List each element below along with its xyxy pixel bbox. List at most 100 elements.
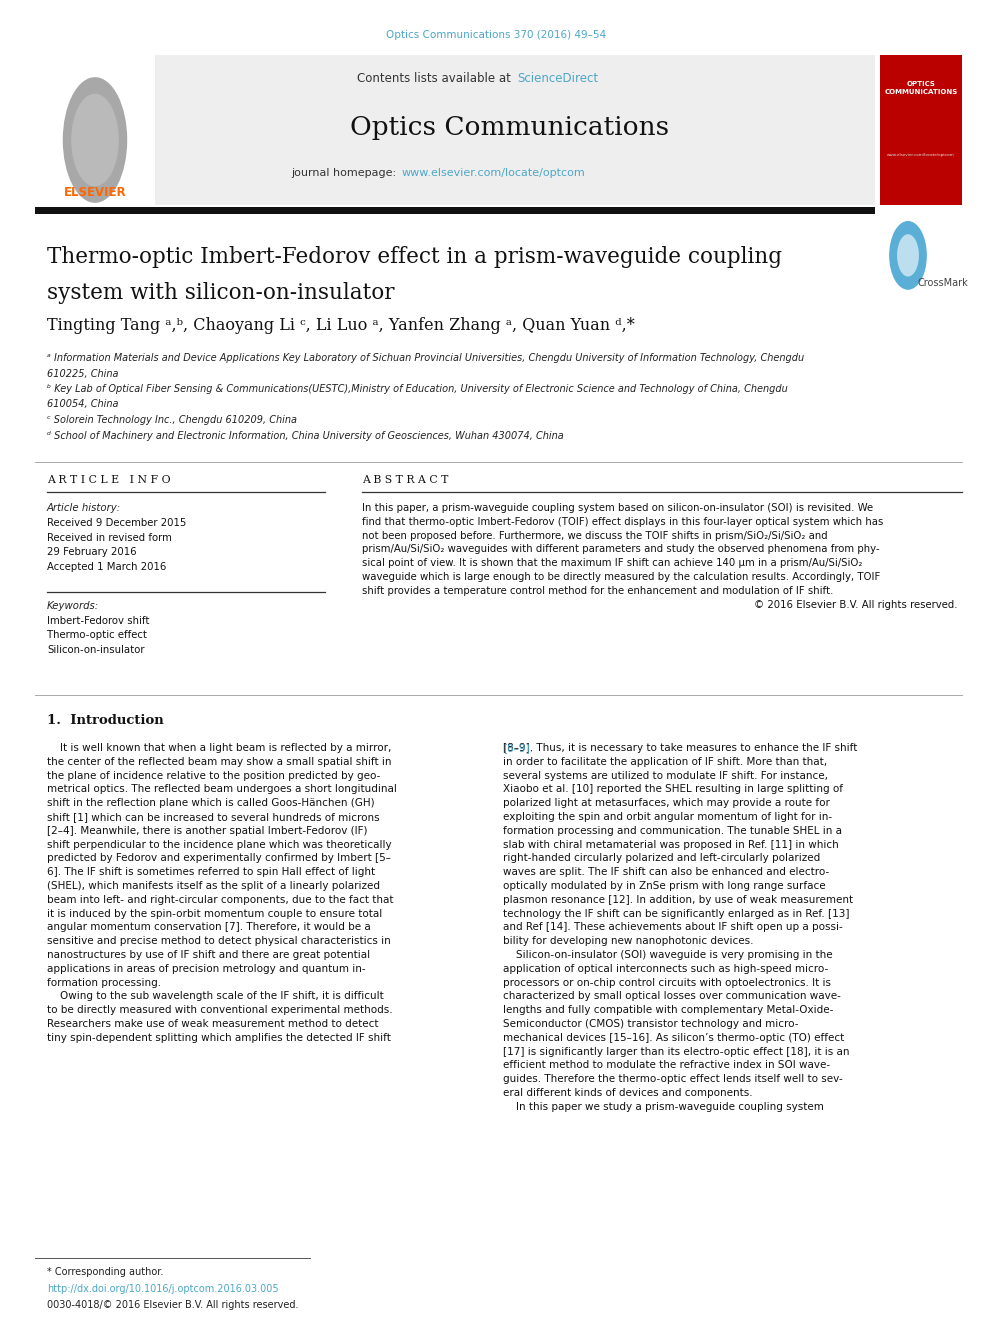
Ellipse shape [897,234,919,277]
Text: polarized light at metasurfaces, which may provide a route for: polarized light at metasurfaces, which m… [503,798,830,808]
Text: sensitive and precise method to detect physical characteristics in: sensitive and precise method to detect p… [47,937,391,946]
Text: bility for developing new nanophotonic devices.: bility for developing new nanophotonic d… [503,937,754,946]
Text: ScienceDirect: ScienceDirect [517,71,598,85]
Text: processors or on-chip control circuits with optoelectronics. It is: processors or on-chip control circuits w… [503,978,831,987]
Text: shift perpendicular to the incidence plane which was theoretically: shift perpendicular to the incidence pla… [47,840,392,849]
Text: beam into left- and right-circular components, due to the fact that: beam into left- and right-circular compo… [47,894,394,905]
Text: It is well known that when a light beam is reflected by a mirror,: It is well known that when a light beam … [47,744,392,753]
Text: sical point of view. It is shown that the maximum IF shift can achieve 140 μm in: sical point of view. It is shown that th… [362,558,862,568]
Text: in order to facilitate the application of IF shift. More than that,: in order to facilitate the application o… [503,757,827,767]
Bar [35,56,875,205]
Text: www.elsevier.com/locate/optcom: www.elsevier.com/locate/optcom [402,168,585,179]
Text: lengths and fully compatible with complementary Metal-Oxide-: lengths and fully compatible with comple… [503,1005,833,1015]
Text: formation processing and communication. The tunable SHEL in a: formation processing and communication. … [503,826,842,836]
Text: [2–4]. Meanwhile, there is another spatial Imbert-Fedorov (IF): [2–4]. Meanwhile, there is another spati… [47,826,367,836]
Text: www.elsevier.com/locate/optcom: www.elsevier.com/locate/optcom [887,153,955,157]
Text: [8–9]. Thus, it is necessary to take measures to enhance the IF shift: [8–9]. Thus, it is necessary to take mea… [503,744,857,753]
Ellipse shape [889,221,927,290]
Text: Semiconductor (CMOS) transistor technology and micro-: Semiconductor (CMOS) transistor technolo… [503,1019,799,1029]
Text: Silicon-on-insulator: Silicon-on-insulator [47,646,145,655]
Text: Xiaobo et al. [10] reported the SHEL resulting in large splitting of: Xiaobo et al. [10] reported the SHEL res… [503,785,843,794]
Text: ᵇ Key Lab of Optical Fiber Sensing & Communications(UESTC),Ministry of Education: ᵇ Key Lab of Optical Fiber Sensing & Com… [47,384,788,394]
Text: it is induced by the spin-orbit momentum couple to ensure total: it is induced by the spin-orbit momentum… [47,909,382,918]
Text: Owing to the sub wavelength scale of the IF shift, it is difficult: Owing to the sub wavelength scale of the… [47,991,384,1002]
Text: CrossMark: CrossMark [918,278,969,288]
Text: system with silicon-on-insulator: system with silicon-on-insulator [47,282,395,304]
Text: efficient method to modulate the refractive index in SOI wave-: efficient method to modulate the refract… [503,1061,830,1070]
Text: technology the IF shift can be significantly enlarged as in Ref. [13]: technology the IF shift can be significa… [503,909,849,918]
Text: guides. Therefore the thermo-optic effect lends itself well to sev-: guides. Therefore the thermo-optic effec… [503,1074,843,1085]
Polygon shape [898,277,918,283]
Text: several systems are utilized to modulate IF shift. For instance,: several systems are utilized to modulate… [503,770,828,781]
Text: A B S T R A C T: A B S T R A C T [362,475,448,486]
Text: A R T I C L E   I N F O: A R T I C L E I N F O [47,475,171,486]
Text: OPTICS
COMMUNICATIONS: OPTICS COMMUNICATIONS [885,81,957,95]
Text: tiny spin-dependent splitting which amplifies the detected IF shift: tiny spin-dependent splitting which ampl… [47,1033,391,1043]
Text: 6]. The IF shift is sometimes referred to spin Hall effect of light: 6]. The IF shift is sometimes referred t… [47,867,375,877]
Text: predicted by Fedorov and experimentally confirmed by Imbert [5–: predicted by Fedorov and experimentally … [47,853,391,864]
Text: ᶜ Solorein Technology Inc., Chengdu 610209, China: ᶜ Solorein Technology Inc., Chengdu 6102… [47,415,297,425]
Text: ᵈ School of Machinery and Electronic Information, China University of Geoscience: ᵈ School of Machinery and Electronic Inf… [47,430,563,441]
Text: applications in areas of precision metrology and quantum in-: applications in areas of precision metro… [47,963,366,974]
Text: http://dx.doi.org/10.1016/j.optcom.2016.03.005: http://dx.doi.org/10.1016/j.optcom.2016.… [47,1285,279,1294]
Text: ELSEVIER: ELSEVIER [63,187,126,200]
Bar [35,206,875,214]
Text: mechanical devices [15–16]. As silicon’s thermo-optic (TO) effect: mechanical devices [15–16]. As silicon’s… [503,1033,844,1043]
Text: * Corresponding author.: * Corresponding author. [47,1267,164,1277]
Text: and Ref [14]. These achievements about IF shift open up a possi-: and Ref [14]. These achievements about I… [503,922,843,933]
Text: In this paper, a prism-waveguide coupling system based on silicon-on-insulator (: In this paper, a prism-waveguide couplin… [362,503,873,513]
Text: Received in revised form: Received in revised form [47,532,172,542]
Text: Accepted 1 March 2016: Accepted 1 March 2016 [47,561,167,572]
Text: not been proposed before. Furthermore, we discuss the TOIF shifts in prism/SiO₂/: not been proposed before. Furthermore, w… [362,531,827,541]
Text: eral different kinds of devices and components.: eral different kinds of devices and comp… [503,1088,753,1098]
Text: 610225, China: 610225, China [47,369,118,378]
Text: 29 February 2016: 29 February 2016 [47,546,137,557]
Text: 1.  Introduction: 1. Introduction [47,713,164,726]
Text: right-handed circularly polarized and left-circularly polarized: right-handed circularly polarized and le… [503,853,820,864]
Text: find that thermo-optic Imbert-Fedorov (TOIF) effect displays in this four-layer : find that thermo-optic Imbert-Fedorov (T… [362,517,883,527]
Text: formation processing.: formation processing. [47,978,161,987]
Bar [35,56,155,205]
Text: Contents lists available at: Contents lists available at [357,71,515,85]
Text: In this paper we study a prism-waveguide coupling system: In this paper we study a prism-waveguide… [503,1102,824,1111]
Text: exploiting the spin and orbit angular momentum of light for in-: exploiting the spin and orbit angular mo… [503,812,832,822]
Text: shift [1] which can be increased to several hundreds of microns: shift [1] which can be increased to seve… [47,812,380,822]
Text: (SHEL), which manifests itself as the split of a linearly polarized: (SHEL), which manifests itself as the sp… [47,881,380,890]
Text: the plane of incidence relative to the position predicted by geo-: the plane of incidence relative to the p… [47,770,380,781]
Text: metrical optics. The reflected beam undergoes a short longitudinal: metrical optics. The reflected beam unde… [47,785,397,794]
Text: 0030-4018/© 2016 Elsevier B.V. All rights reserved.: 0030-4018/© 2016 Elsevier B.V. All right… [47,1301,299,1310]
Text: characterized by small optical losses over communication wave-: characterized by small optical losses ov… [503,991,841,1002]
Text: application of optical interconnects such as high-speed micro-: application of optical interconnects suc… [503,963,828,974]
Ellipse shape [71,94,119,187]
Text: Received 9 December 2015: Received 9 December 2015 [47,519,186,528]
Text: 610054, China: 610054, China [47,400,118,410]
Text: © 2016 Elsevier B.V. All rights reserved.: © 2016 Elsevier B.V. All rights reserved… [755,599,958,610]
Text: the center of the reflected beam may show a small spatial shift in: the center of the reflected beam may sho… [47,757,392,767]
Text: slab with chiral metamaterial was proposed in Ref. [11] in which: slab with chiral metamaterial was propos… [503,840,839,849]
Text: Researchers make use of weak measurement method to detect: Researchers make use of weak measurement… [47,1019,379,1029]
Text: Imbert-Fedorov shift: Imbert-Fedorov shift [47,617,150,626]
Text: [8–9].: [8–9]. [503,744,533,753]
Text: journal homepage:: journal homepage: [292,168,400,179]
Text: waveguide which is large enough to be directly measured by the calculation resul: waveguide which is large enough to be di… [362,572,880,582]
Text: nanostructures by use of IF shift and there are great potential: nanostructures by use of IF shift and th… [47,950,370,960]
Text: Article history:: Article history: [47,503,121,513]
Text: Thermo-optic effect: Thermo-optic effect [47,631,147,640]
Text: plasmon resonance [12]. In addition, by use of weak measurement: plasmon resonance [12]. In addition, by … [503,894,853,905]
Text: Silicon-on-insulator (SOI) waveguide is very promising in the: Silicon-on-insulator (SOI) waveguide is … [503,950,832,960]
Text: Thermo-optic Imbert-Fedorov effect in a prism-waveguide coupling: Thermo-optic Imbert-Fedorov effect in a … [47,246,782,269]
Text: optically modulated by in ZnSe prism with long range surface: optically modulated by in ZnSe prism wit… [503,881,825,890]
Text: to be directly measured with conventional experimental methods.: to be directly measured with conventiona… [47,1005,393,1015]
Text: ᵃ Information Materials and Device Applications Key Laboratory of Sichuan Provin: ᵃ Information Materials and Device Appli… [47,353,805,363]
Text: angular momentum conservation [7]. Therefore, it would be a: angular momentum conservation [7]. There… [47,922,371,933]
Ellipse shape [62,77,127,202]
Text: Keywords:: Keywords: [47,601,99,611]
Text: Tingting Tang ᵃ,ᵇ, Chaoyang Li ᶜ, Li Luo ᵃ, Yanfen Zhang ᵃ, Quan Yuan ᵈ,*: Tingting Tang ᵃ,ᵇ, Chaoyang Li ᶜ, Li Luo… [47,316,635,333]
Text: Optics Communications: Optics Communications [350,115,670,140]
Text: shift in the reflection plane which is called Goos-Hänchen (GH): shift in the reflection plane which is c… [47,798,375,808]
Bar [880,56,962,205]
Text: prism/Au/Si/SiO₂ waveguides with different parameters and study the observed phe: prism/Au/Si/SiO₂ waveguides with differe… [362,544,880,554]
Text: shift provides a temperature control method for the enhancement and modulation o: shift provides a temperature control met… [362,586,833,595]
Text: waves are split. The IF shift can also be enhanced and electro-: waves are split. The IF shift can also b… [503,867,829,877]
Text: [17] is significantly larger than its electro-optic effect [18], it is an: [17] is significantly larger than its el… [503,1046,849,1057]
